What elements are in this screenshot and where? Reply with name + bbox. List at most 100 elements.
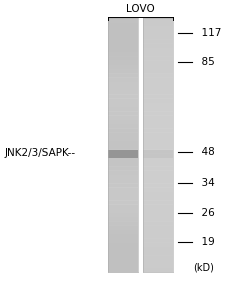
Bar: [143, 31, 173, 35]
Bar: [143, 56, 173, 61]
Bar: [143, 22, 173, 27]
Bar: [143, 48, 173, 52]
Bar: [108, 162, 138, 167]
Bar: [108, 208, 138, 213]
Bar: [108, 39, 138, 44]
Bar: [108, 52, 138, 57]
Text: 34: 34: [195, 178, 215, 188]
Bar: [108, 242, 138, 247]
Bar: [108, 22, 138, 27]
Bar: [143, 103, 173, 107]
Bar: [143, 86, 173, 91]
Bar: [108, 213, 138, 218]
Bar: [143, 128, 173, 133]
Bar: [143, 18, 173, 272]
Text: JNK2/3/SAPK--: JNK2/3/SAPK--: [5, 148, 76, 158]
Bar: [143, 234, 173, 238]
Bar: [143, 18, 173, 23]
Bar: [143, 208, 173, 213]
Bar: [108, 18, 138, 23]
Bar: [143, 90, 173, 95]
Bar: [108, 111, 138, 116]
Bar: [108, 238, 138, 243]
Bar: [108, 150, 138, 158]
Text: 85: 85: [195, 57, 215, 67]
Bar: [143, 166, 173, 171]
Bar: [108, 73, 138, 78]
Text: 19: 19: [195, 237, 215, 247]
Bar: [143, 221, 173, 226]
Text: (kD): (kD): [193, 263, 214, 273]
Bar: [143, 82, 173, 86]
Bar: [108, 35, 138, 40]
Bar: [108, 124, 138, 129]
Bar: [143, 26, 173, 31]
Bar: [143, 35, 173, 40]
Bar: [143, 230, 173, 234]
Bar: [143, 39, 173, 44]
Bar: [108, 221, 138, 226]
Bar: [108, 196, 138, 200]
Bar: [108, 234, 138, 238]
Bar: [143, 107, 173, 112]
Bar: [143, 242, 173, 247]
Bar: [108, 98, 138, 103]
Bar: [143, 251, 173, 256]
Bar: [143, 64, 173, 69]
Bar: [143, 69, 173, 74]
Bar: [108, 103, 138, 107]
Bar: [143, 145, 173, 150]
Bar: [108, 132, 138, 137]
Bar: [143, 73, 173, 78]
Bar: [108, 77, 138, 82]
Bar: [108, 200, 138, 205]
Bar: [108, 145, 138, 150]
Bar: [108, 183, 138, 188]
Bar: [143, 116, 173, 120]
Bar: [108, 259, 138, 264]
Bar: [108, 136, 138, 141]
Text: 117: 117: [195, 28, 221, 38]
Bar: [143, 179, 173, 184]
Bar: [108, 230, 138, 234]
Bar: [143, 150, 173, 158]
Bar: [143, 77, 173, 82]
Bar: [108, 107, 138, 112]
Bar: [143, 111, 173, 116]
Bar: [143, 94, 173, 99]
Bar: [143, 154, 173, 158]
Bar: [143, 120, 173, 124]
Bar: [108, 116, 138, 120]
Bar: [108, 86, 138, 91]
Bar: [108, 187, 138, 192]
Bar: [143, 60, 173, 65]
Bar: [108, 217, 138, 222]
Bar: [143, 141, 173, 146]
Bar: [108, 94, 138, 99]
Bar: [108, 158, 138, 162]
Bar: [143, 136, 173, 141]
Text: 48: 48: [195, 147, 215, 157]
Bar: [108, 268, 138, 272]
Bar: [108, 56, 138, 61]
Bar: [108, 263, 138, 268]
Bar: [143, 187, 173, 192]
Bar: [108, 192, 138, 196]
Bar: [108, 251, 138, 256]
Bar: [143, 149, 173, 154]
Bar: [108, 149, 138, 154]
Bar: [108, 179, 138, 184]
Bar: [143, 255, 173, 260]
Bar: [143, 225, 173, 230]
Bar: [108, 154, 138, 158]
Bar: [108, 141, 138, 146]
Bar: [108, 175, 138, 179]
Bar: [108, 225, 138, 230]
Bar: [108, 128, 138, 133]
Bar: [108, 69, 138, 74]
Bar: [143, 263, 173, 268]
Bar: [143, 213, 173, 218]
Bar: [108, 44, 138, 48]
Bar: [143, 124, 173, 129]
Text: 26: 26: [195, 208, 215, 218]
